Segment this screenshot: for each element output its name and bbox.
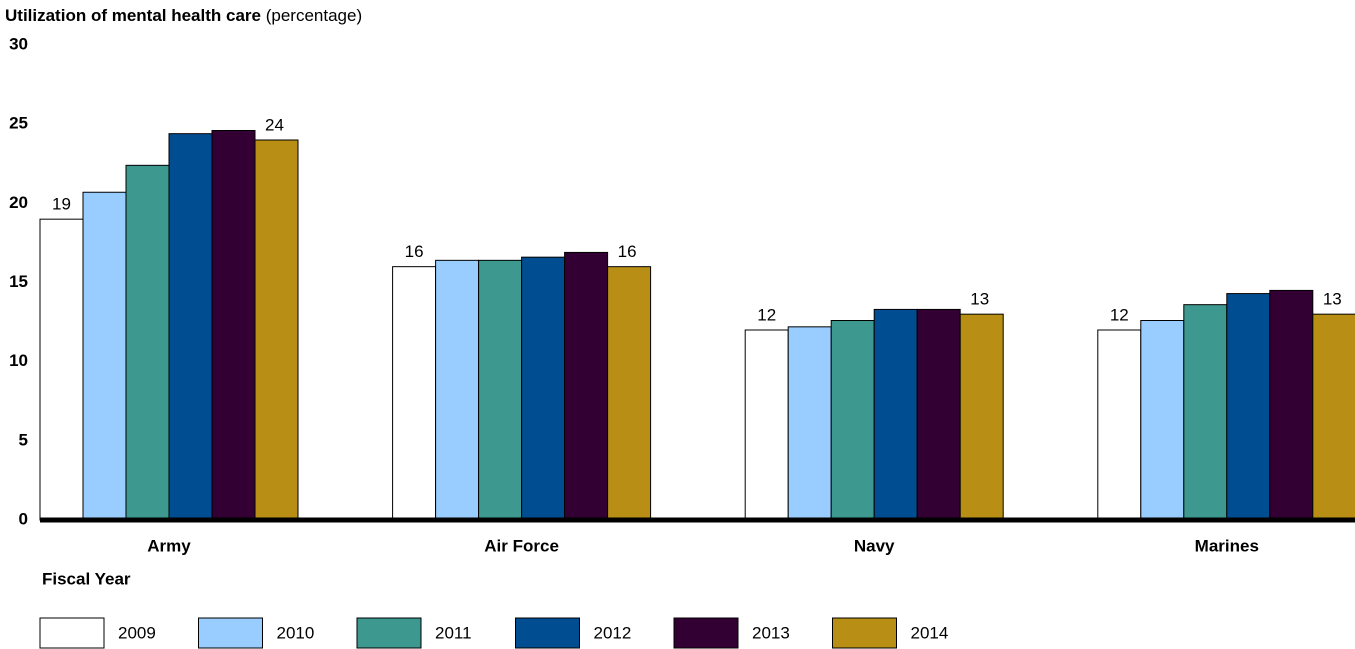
- bar: [1226, 293, 1271, 521]
- bar: [1140, 320, 1185, 521]
- legend-swatch: [39, 617, 105, 649]
- legend-swatch: [515, 617, 580, 649]
- bar: [564, 251, 609, 521]
- x-tick-label: Navy: [854, 536, 895, 555]
- bar: [1097, 329, 1142, 521]
- legend-swatch: [832, 617, 897, 649]
- bar: [478, 259, 523, 521]
- y-tick-label: 25: [9, 114, 28, 133]
- data-label: 12: [757, 305, 776, 324]
- y-tick-label: 20: [9, 193, 28, 212]
- data-label: 13: [1323, 290, 1342, 309]
- bar: [211, 130, 256, 521]
- legend-swatch: [356, 617, 422, 649]
- bar: [1269, 289, 1314, 521]
- bar: [1312, 313, 1355, 521]
- data-label: 24: [265, 115, 284, 134]
- data-label: 16: [618, 242, 637, 261]
- bar: [392, 266, 437, 521]
- x-tick-label: Air Force: [484, 536, 559, 555]
- bar: [916, 308, 961, 521]
- subtitle: (percentage): [266, 6, 362, 25]
- bar: [39, 218, 84, 521]
- bar: [521, 256, 566, 521]
- x-tick-label: Army: [147, 536, 191, 555]
- bar: [82, 191, 127, 521]
- legend-label: 2009: [118, 623, 156, 642]
- bar: [607, 266, 652, 521]
- data-label: 16: [405, 242, 424, 261]
- bar: [1183, 304, 1228, 521]
- data-label: 12: [1110, 305, 1129, 324]
- y-tick-label: 30: [9, 34, 28, 53]
- legend-label: 2010: [277, 623, 315, 642]
- bar: [873, 308, 918, 521]
- legend-label: 2012: [594, 623, 632, 642]
- legend-swatch: [198, 617, 263, 649]
- data-label: 19: [52, 195, 71, 214]
- bar: [830, 320, 875, 521]
- bar: [125, 164, 170, 521]
- x-tick-label: Marines: [1195, 536, 1259, 555]
- data-label: 13: [970, 290, 989, 309]
- y-tick-label: 0: [19, 509, 28, 528]
- legend-label: 2011: [435, 623, 472, 642]
- y-tick-label: 5: [19, 430, 28, 449]
- chart-title: Utilization of mental health care (perce…: [5, 6, 362, 25]
- legend-title: Fiscal Year: [42, 569, 131, 588]
- bar: [787, 326, 832, 521]
- bar: [959, 313, 1004, 521]
- legend-label: 2013: [752, 623, 790, 642]
- bar: [254, 139, 299, 521]
- title: Utilization of mental health care: [5, 6, 261, 25]
- y-tick-label: 10: [9, 351, 28, 370]
- legend-swatch: [673, 617, 739, 649]
- bar: [435, 259, 480, 521]
- bar: [168, 133, 213, 521]
- legend-label: 2014: [911, 623, 949, 642]
- bar: [744, 329, 789, 521]
- y-tick-label: 15: [9, 272, 28, 291]
